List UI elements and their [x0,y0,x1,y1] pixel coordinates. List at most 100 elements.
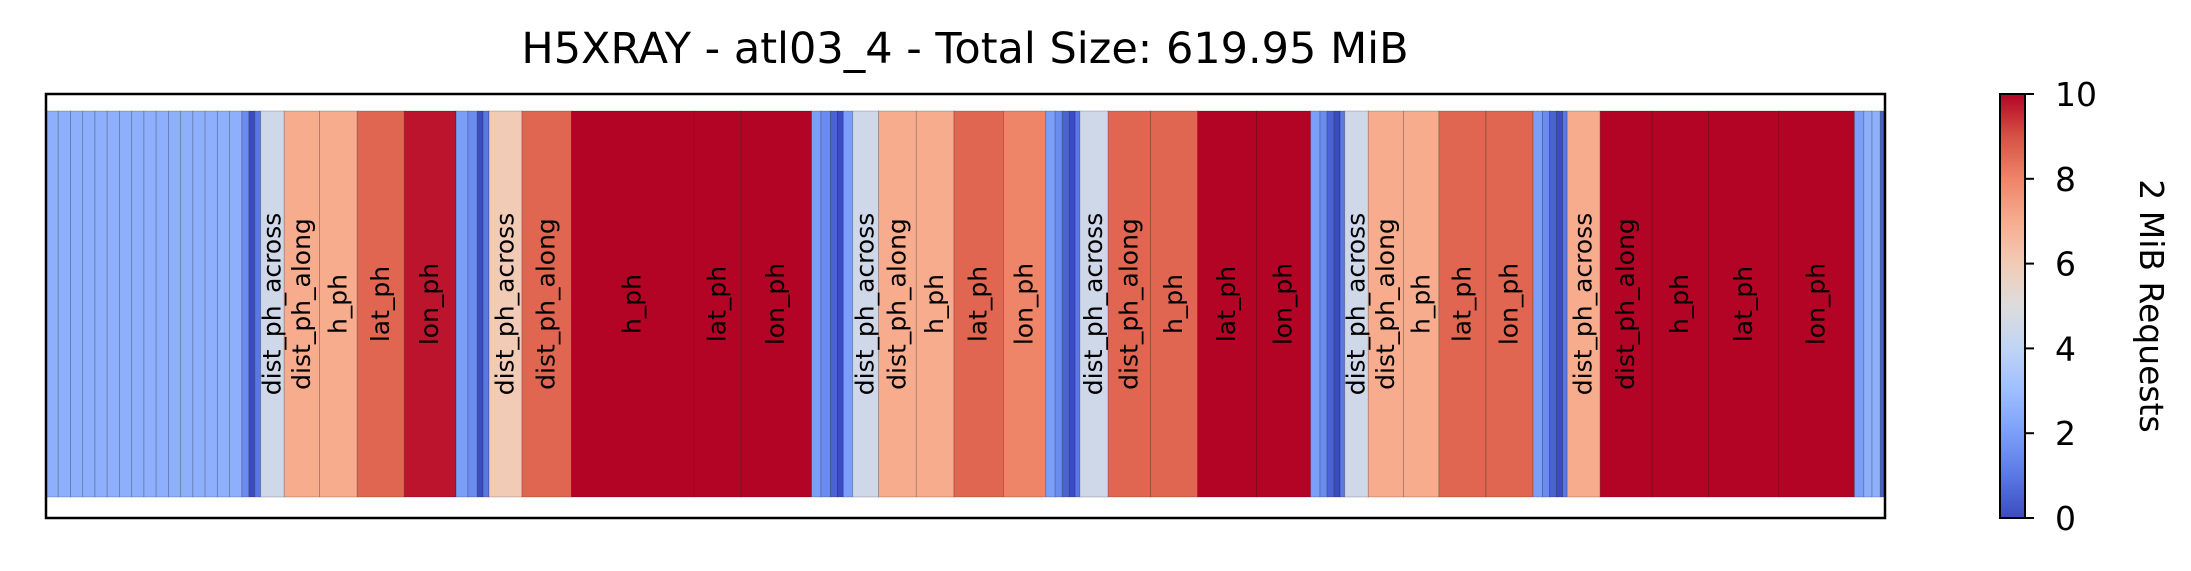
heatmap-cell [571,110,695,498]
heatmap-cell [1326,110,1335,498]
cell-label: lat_ph [1447,266,1476,342]
heatmap-cell [319,110,358,498]
heatmap-cell [740,110,812,498]
heatmap-cell [693,110,742,498]
cell-label: lat_ph [366,266,395,342]
heatmap-cell [878,110,917,498]
cell-label: dist_ph_along [1371,218,1400,390]
colorbar-tick-label: 0 [2055,499,2076,538]
cell-label: dist_ph_across [1079,213,1108,396]
heatmap-cell [521,110,572,498]
colorbar-label: 2 MiB Requests [2132,179,2171,433]
cell-label: h_ph [1406,274,1435,334]
cell-label: lon_ph [761,263,790,345]
heatmap-cell [106,110,120,498]
heatmap-cell [820,110,831,498]
cell-label: lon_ph [1495,263,1524,345]
heatmap-cell [1566,110,1601,498]
heatmap-cell [1485,110,1534,498]
heatmap-cell [837,110,844,498]
heatmap-cell [192,110,206,498]
colorbar-tick-label: 10 [2055,75,2097,114]
heatmap-cell [1074,110,1081,498]
cell-labels: dist_ph_across dist_ph_along h_ph lat_ph lon… [257,213,1830,396]
heatmap-cell [953,110,1004,498]
heatmap-cell [1871,110,1881,498]
heatmap-cell [131,110,145,498]
heatmap-cell [57,110,71,498]
cell-label: lat_ph [1729,266,1758,342]
heatmap-cell [143,110,157,498]
cell-label: lat_ph [1212,266,1241,342]
cell-label: lat_ph [702,266,731,342]
heatmap-cell [1150,110,1199,498]
cell-label: lon_ph [415,263,444,345]
heatmap-cell [241,110,250,498]
heatmap-cell [1045,110,1056,498]
heatmap-cell [168,110,182,498]
cell-label: h_ph [1159,274,1188,334]
heatmap-cell [248,110,256,498]
cell-label: lon_ph [1010,263,1039,345]
heatmap-cell [1333,110,1341,498]
heatmap-cell [1599,110,1653,498]
cell-label: dist_ph_along [882,218,911,390]
cell-label: dist_ph_across [1569,213,1598,396]
heatmap-cell [829,110,838,498]
heatmap-cell [82,110,96,498]
heatmap-cell [1854,110,1865,498]
heatmap-cell [1651,110,1709,498]
heatmap-cell [1863,110,1873,498]
cell-label: lon_ph [1802,263,1831,345]
heatmap-cell [403,110,457,498]
heatmap-cell [915,110,955,498]
cell-label: h_ph [323,274,352,334]
heatmap-cell [356,110,405,498]
colorbar-tick-label: 2 [2055,414,2076,453]
cell-label: h_ph [1665,274,1694,334]
heatmap-cell [1367,110,1404,498]
heatmap-cell [216,110,231,498]
heatmap-cell [1562,110,1568,498]
cell-label: dist_ph_across [1342,213,1371,396]
heatmap-cells [45,110,1886,498]
cell-label: dist_ph_across [491,213,520,396]
heatmap-cell [1061,110,1070,498]
heatmap-cell [455,110,469,498]
cell-label: lat_ph [964,266,993,342]
heatmap-cell [811,110,822,498]
heatmap-cell [1549,110,1558,498]
heatmap-cell [1068,110,1076,498]
heatmap-cell [119,110,133,498]
heatmap-cell [467,110,478,498]
heatmap-cell [1197,110,1257,498]
cell-label: dist_ph_along [532,218,561,390]
heatmap-cell [45,110,59,498]
cell-label: h_ph [920,274,949,334]
heatmap-cell [1532,110,1543,498]
cell-label: dist_ph_along [287,218,316,390]
colorbar-ticks: 0 2 4 6 8 10 [2025,75,2097,538]
heatmap-cell [1310,110,1321,498]
heatmap-cell [180,110,194,498]
cell-label: lon_ph [1269,263,1298,345]
heatmap-cell [1054,110,1063,498]
cell-label: dist_ph_across [257,213,286,396]
heatmap-cell [482,110,490,498]
heatmap-cell [204,110,218,498]
heatmap-cell [94,110,108,498]
colorbar-tick-label: 8 [2055,160,2076,199]
heatmap-cell [229,110,243,498]
chart-title: H5XRAY - atl03_4 - Total Size: 619.95 Mi… [521,24,1408,74]
colorbar [1999,93,2026,519]
colorbar-tick-label: 4 [2055,329,2076,368]
heatmap-cell [283,110,320,498]
cell-label: dist_ph_along [1611,218,1640,390]
heatmap-cell [1256,110,1311,498]
plot-frame [44,92,1887,520]
heatmap-cell [1778,110,1855,498]
heatmap-cell [155,110,169,498]
heatmap-cell [70,110,84,498]
cell-label: h_ph [618,274,647,334]
